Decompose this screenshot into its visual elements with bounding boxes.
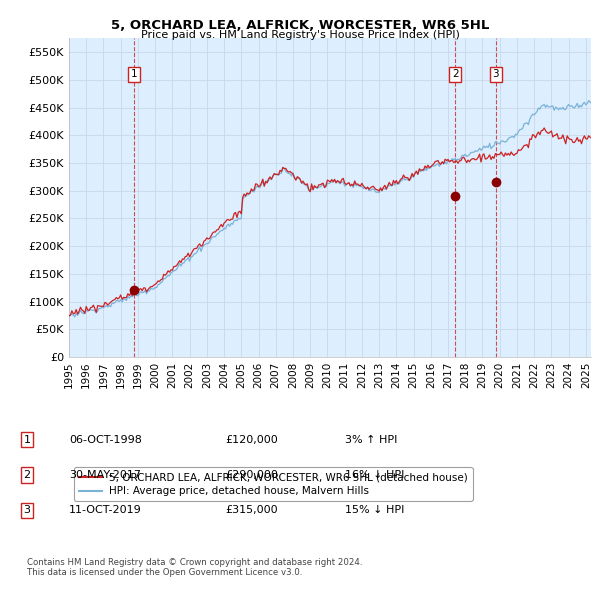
Text: 1: 1: [23, 435, 31, 444]
Text: 16% ↓ HPI: 16% ↓ HPI: [345, 470, 404, 480]
Text: Price paid vs. HM Land Registry's House Price Index (HPI): Price paid vs. HM Land Registry's House …: [140, 30, 460, 40]
Text: 3: 3: [493, 70, 499, 80]
Text: 11-OCT-2019: 11-OCT-2019: [69, 506, 142, 515]
Text: 2: 2: [452, 70, 458, 80]
Text: 3% ↑ HPI: 3% ↑ HPI: [345, 435, 397, 444]
Text: 15% ↓ HPI: 15% ↓ HPI: [345, 506, 404, 515]
Text: 30-MAY-2017: 30-MAY-2017: [69, 470, 141, 480]
Text: £315,000: £315,000: [225, 506, 278, 515]
Text: 2: 2: [23, 470, 31, 480]
Text: Contains HM Land Registry data © Crown copyright and database right 2024.
This d: Contains HM Land Registry data © Crown c…: [27, 558, 362, 577]
Text: 1: 1: [130, 70, 137, 80]
Text: 3: 3: [23, 506, 31, 515]
Text: 5, ORCHARD LEA, ALFRICK, WORCESTER, WR6 5HL: 5, ORCHARD LEA, ALFRICK, WORCESTER, WR6 …: [111, 19, 489, 32]
Text: £290,000: £290,000: [225, 470, 278, 480]
Text: £120,000: £120,000: [225, 435, 278, 444]
Legend: 5, ORCHARD LEA, ALFRICK, WORCESTER, WR6 5HL (detached house), HPI: Average price: 5, ORCHARD LEA, ALFRICK, WORCESTER, WR6 …: [74, 467, 473, 502]
Text: 06-OCT-1998: 06-OCT-1998: [69, 435, 142, 444]
